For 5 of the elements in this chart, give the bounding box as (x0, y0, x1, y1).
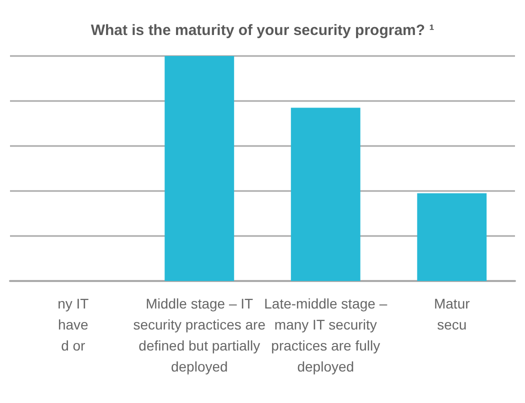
x-tick-label: Middle stage – IT security practices are defined but partially deployed (133, 296, 266, 374)
x-tick-label: Late-middle stage – many IT security practices are fully deployed (264, 296, 388, 374)
x-tick-label: ny IT have d or (58, 296, 90, 354)
x-tick-label: Matur secu (434, 296, 470, 332)
chart-title: What is the maturity of your security program? ¹ (90, 22, 434, 39)
